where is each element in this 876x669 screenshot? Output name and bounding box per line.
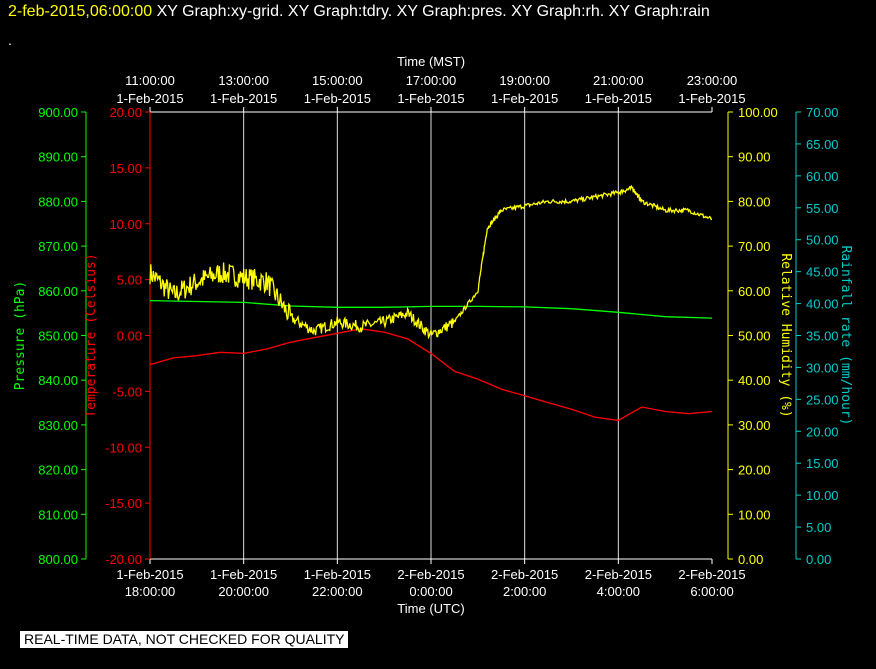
rainfall-tick-label: 35.00: [806, 329, 839, 344]
top-tick-label: 1-Feb-2015: [678, 91, 745, 106]
humidity-tick-label: 50.00: [738, 329, 771, 344]
humidity-tick-label: 70.00: [738, 239, 771, 254]
rainfall-tick-label: 70.00: [806, 105, 839, 120]
temperature-tick-label: 5.00: [117, 273, 142, 288]
rainfall-tick-label: 50.00: [806, 233, 839, 248]
humidity-axis-title: Relative Humidity (%): [778, 253, 793, 417]
pressure-tick-label: 900.00: [38, 105, 78, 120]
series-pres-line: [149, 299, 713, 319]
bottom-tick-label: 2-Feb-2015: [397, 567, 464, 582]
temperature-axis-title: Temperature (Celsius): [84, 253, 99, 417]
bottom-tick-label: 4:00:00: [597, 584, 640, 599]
top-tick-label: 1-Feb-2015: [304, 91, 371, 106]
temperature-tick-label: 20.00: [109, 105, 142, 120]
humidity-tick-label: 20.00: [738, 463, 771, 478]
temperature-tick-label: 15.00: [109, 161, 142, 176]
top-tick-label: 1-Feb-2015: [116, 91, 183, 106]
bottom-tick-label: 2-Feb-2015: [491, 567, 558, 582]
pressure-tick-label: 880.00: [38, 194, 78, 209]
bottom-tick-label: 6:00:00: [690, 584, 733, 599]
rainfall-tick-label: 55.00: [806, 201, 839, 216]
pressure-tick-label: 860.00: [38, 284, 78, 299]
pressure-tick-label: 850.00: [38, 329, 78, 344]
pressure-tick-label: 840.00: [38, 373, 78, 388]
title-datetime: 2-feb-2015,06:00:00: [8, 3, 153, 20]
pressure-axis-title: Pressure (hPa): [13, 281, 28, 391]
bottom-tick-label: 2-Feb-2015: [585, 567, 652, 582]
pressure-tick-label: 830.00: [38, 418, 78, 433]
top-tick-label: 13:00:00: [218, 73, 269, 88]
bottom-tick-label: 2:00:00: [503, 584, 546, 599]
temperature-tick-label: -10.00: [105, 440, 142, 455]
title-dot: .: [8, 32, 12, 48]
humidity-tick-label: 0.00: [738, 552, 763, 567]
bottom-axis-title: Time (UTC): [397, 601, 464, 616]
top-tick-label: 11:00:00: [125, 73, 175, 88]
top-tick-label: 17:00:00: [406, 73, 457, 88]
temperature-tick-label: -15.00: [105, 496, 142, 511]
top-tick-label: 21:00:00: [593, 73, 644, 88]
rainfall-tick-label: 30.00: [806, 360, 839, 375]
top-tick-label: 19:00:00: [499, 73, 550, 88]
rainfall-tick-label: 65.00: [806, 137, 839, 152]
bottom-tick-label: 1-Feb-2015: [304, 567, 371, 582]
title-graph-list: XY Graph:xy-grid. XY Graph:tdry. XY Grap…: [156, 3, 710, 20]
humidity-tick-label: 100.00: [738, 105, 778, 120]
bottom-tick-label: 0:00:00: [409, 584, 452, 599]
rainfall-axis-title: Rainfall rate (mm/hour): [838, 245, 853, 425]
series-tdry-line: [149, 328, 713, 422]
temperature-tick-label: 0.00: [117, 329, 142, 344]
top-tick-label: 1-Feb-2015: [397, 91, 464, 106]
rainfall-tick-label: 25.00: [806, 392, 839, 407]
graph-title: 2-feb-2015,06:00:00 XY Graph:xy-grid. XY…: [8, 3, 710, 21]
bottom-tick-label: 2-Feb-2015: [678, 567, 745, 582]
humidity-tick-label: 90.00: [738, 150, 771, 165]
rainfall-tick-label: 60.00: [806, 169, 839, 184]
humidity-tick-label: 10.00: [738, 507, 771, 522]
top-axis-title: Time (MST): [397, 54, 465, 69]
rainfall-tick-label: 10.00: [806, 488, 839, 503]
top-tick-label: 15:00:00: [312, 73, 363, 88]
humidity-tick-label: 40.00: [738, 373, 771, 388]
rainfall-tick-label: 20.00: [806, 424, 839, 439]
bottom-tick-label: 18:00:00: [125, 584, 176, 599]
rainfall-tick-label: 15.00: [806, 456, 839, 471]
temperature-tick-label: -5.00: [112, 384, 142, 399]
humidity-tick-label: 60.00: [738, 284, 771, 299]
pressure-tick-label: 870.00: [38, 239, 78, 254]
rainfall-tick-label: 40.00: [806, 297, 839, 312]
rainfall-tick-label: 0.00: [806, 552, 831, 567]
rainfall-tick-label: 5.00: [806, 520, 831, 535]
series-rh-line: [149, 184, 713, 340]
bottom-tick-label: 1-Feb-2015: [210, 567, 277, 582]
humidity-tick-label: 30.00: [738, 418, 771, 433]
top-tick-label: 1-Feb-2015: [491, 91, 558, 106]
pressure-tick-label: 800.00: [38, 552, 78, 567]
pressure-tick-label: 810.00: [38, 507, 78, 522]
quality-notice: REAL-TIME DATA, NOT CHECKED FOR QUALITY: [20, 631, 349, 648]
bottom-tick-label: 20:00:00: [218, 584, 269, 599]
bottom-tick-label: 1-Feb-2015: [116, 567, 183, 582]
temperature-tick-label: 10.00: [109, 217, 142, 232]
top-tick-label: 1-Feb-2015: [585, 91, 652, 106]
top-tick-label: 1-Feb-2015: [210, 91, 277, 106]
pressure-tick-label: 890.00: [38, 150, 78, 165]
humidity-tick-label: 80.00: [738, 194, 771, 209]
top-tick-label: 23:00:00: [687, 73, 738, 88]
rainfall-tick-label: 45.00: [806, 265, 839, 280]
temperature-tick-label: -20.00: [105, 552, 142, 567]
pressure-tick-label: 820.00: [38, 463, 78, 478]
bottom-tick-label: 22:00:00: [312, 584, 363, 599]
